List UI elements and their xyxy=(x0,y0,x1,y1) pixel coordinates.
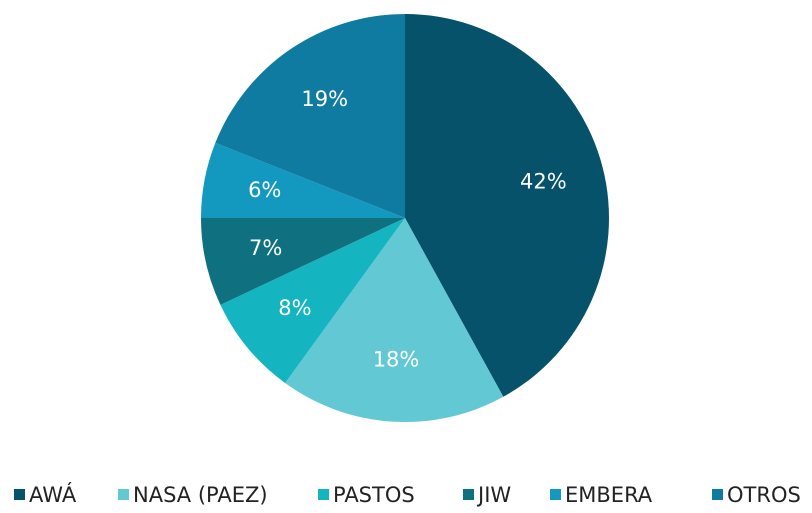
pie-slice xyxy=(220,218,405,384)
pie-slice xyxy=(285,218,504,422)
legend-swatch xyxy=(712,489,723,500)
pie-slice xyxy=(201,142,405,218)
legend-swatch xyxy=(14,489,25,500)
data-label: 6% xyxy=(248,178,281,202)
data-label: 42% xyxy=(520,169,567,193)
legend-label: JIW xyxy=(476,483,511,507)
data-label: 7% xyxy=(249,236,282,260)
legend-label: PASTOS xyxy=(333,483,415,507)
legend-swatch xyxy=(550,489,561,500)
legend-swatch xyxy=(118,489,129,500)
legend-label: EMBERA xyxy=(565,483,653,507)
legend-swatch xyxy=(318,489,329,500)
data-label: 8% xyxy=(278,296,311,320)
pie-slice xyxy=(201,218,405,305)
legend-label: AWÁ xyxy=(29,482,77,507)
pie-slice xyxy=(405,14,610,397)
legend-label: OTROS xyxy=(727,483,801,507)
data-label: 18% xyxy=(373,348,420,372)
legend-label: NASA (PAEZ) xyxy=(133,483,268,507)
legend-swatch xyxy=(463,489,474,500)
pie-slice xyxy=(215,14,405,218)
data-label: 19% xyxy=(301,87,348,111)
